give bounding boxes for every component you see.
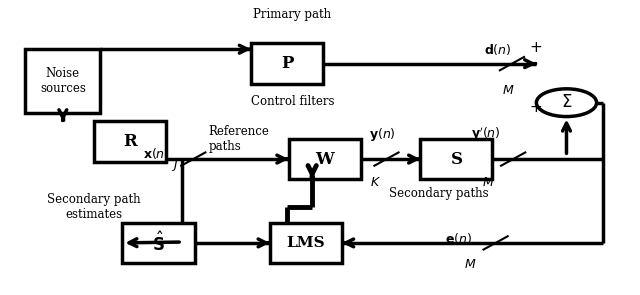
Text: $+$: $+$: [529, 41, 541, 55]
Text: $\Sigma$: $\Sigma$: [561, 94, 572, 111]
Text: $M$: $M$: [464, 258, 477, 271]
Text: $K$: $K$: [370, 176, 381, 189]
Text: $\mathbf{y}(n)$: $\mathbf{y}(n)$: [369, 126, 396, 143]
Text: Control filters: Control filters: [251, 95, 335, 108]
Bar: [94, 122, 166, 162]
Text: $M$: $M$: [482, 176, 494, 189]
Bar: [122, 223, 195, 263]
Text: Secondary paths: Secondary paths: [389, 187, 489, 200]
Text: P: P: [281, 55, 293, 72]
Text: $\mathbf{y}'(n)$: $\mathbf{y}'(n)$: [470, 126, 500, 143]
Text: Reference
paths: Reference paths: [209, 125, 269, 153]
Bar: [420, 139, 493, 179]
Text: $\mathbf{x}(n)$: $\mathbf{x}(n)$: [143, 146, 170, 161]
Text: $J$: $J$: [171, 157, 178, 173]
Text: LMS: LMS: [287, 236, 325, 250]
Text: $\mathbf{e}(n)$: $\mathbf{e}(n)$: [445, 231, 472, 246]
Text: W: W: [316, 150, 334, 168]
Text: $M$: $M$: [502, 84, 515, 97]
Text: $\mathbf{d}(n)$: $\mathbf{d}(n)$: [484, 42, 512, 57]
Bar: [251, 43, 323, 84]
Text: Primary path: Primary path: [253, 8, 331, 21]
Bar: [289, 139, 361, 179]
Text: S: S: [451, 150, 463, 168]
Text: Noise
sources: Noise sources: [40, 67, 86, 95]
Text: R: R: [124, 133, 137, 150]
Bar: [270, 223, 342, 263]
Text: $+$: $+$: [529, 101, 541, 114]
Bar: [25, 49, 100, 113]
Circle shape: [536, 89, 596, 117]
Text: Secondary path
estimates: Secondary path estimates: [47, 193, 141, 221]
Text: $\hat{\mathbf{S}}$: $\hat{\mathbf{S}}$: [152, 231, 165, 255]
